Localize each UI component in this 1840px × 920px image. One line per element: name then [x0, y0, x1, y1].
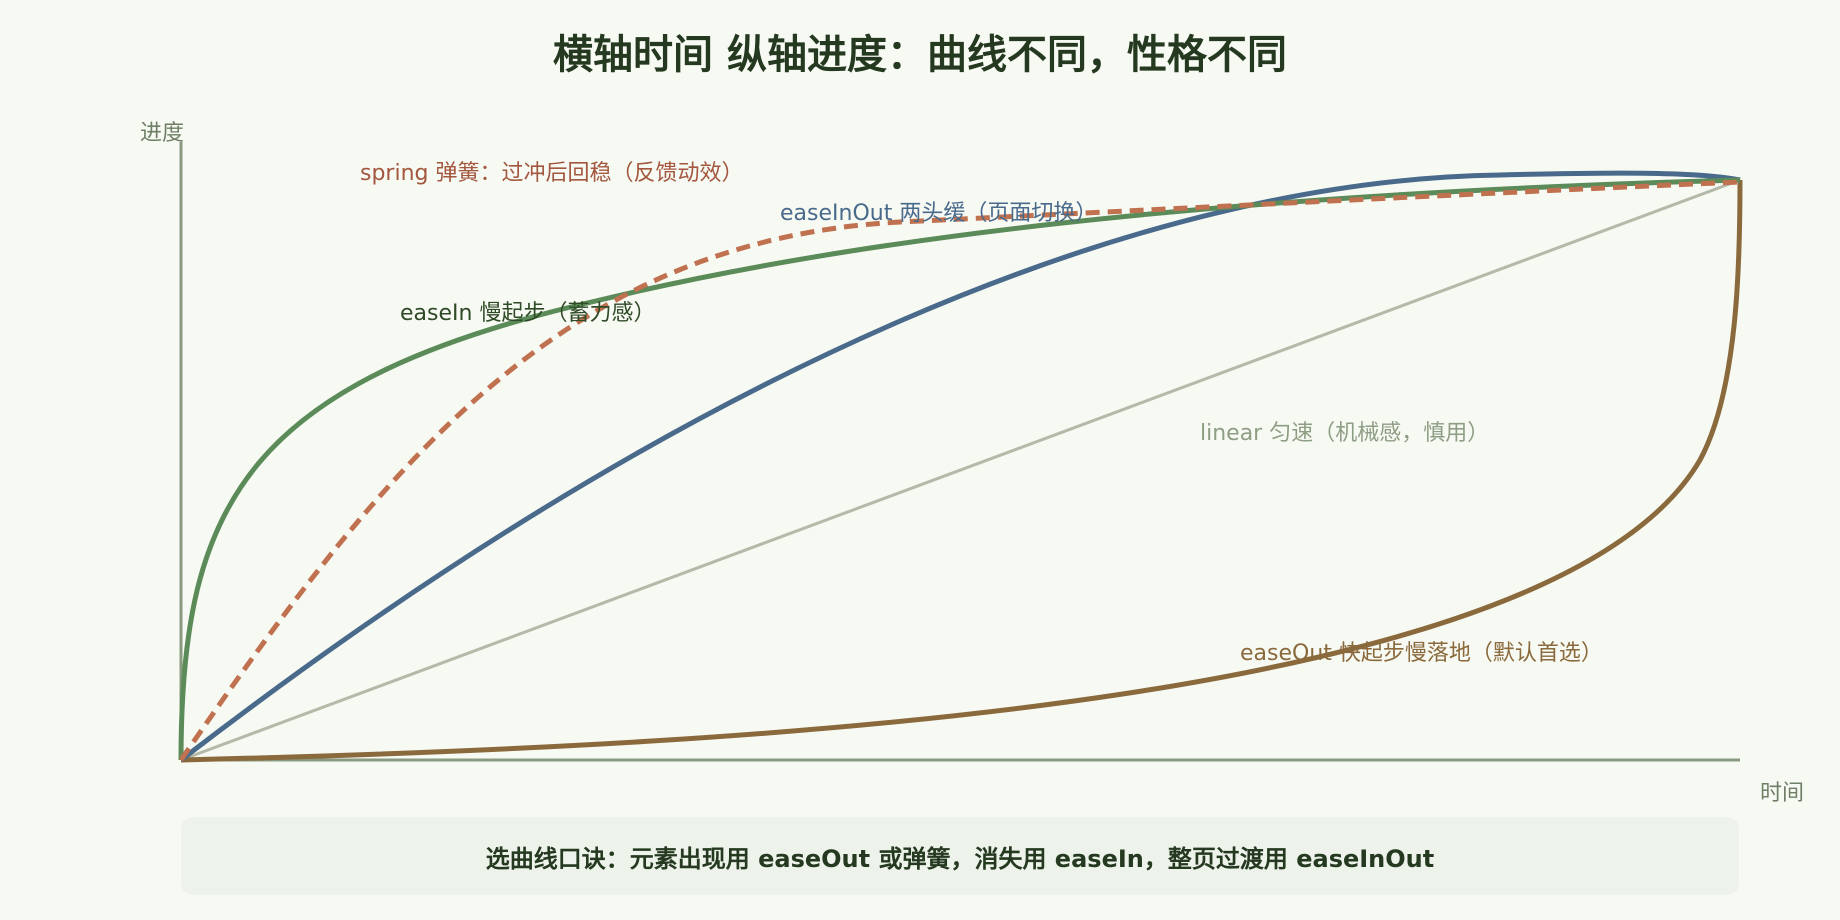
ease-in-out-curve — [179, 170, 1741, 762]
spring-curve — [178, 179, 1741, 762]
ease-out-label: easeOut 快起步慢落地（默认首选） — [1240, 641, 1603, 666]
ease-in-out-label: easeInOut 两头缓（页面切换） — [780, 201, 1097, 226]
selection-tip-text: 选曲线口诀：元素出现用 easeOut 或弹簧，消失用 easeIn，整页过渡用… — [485, 844, 1435, 873]
spring-label: spring 弹簧：过冲后回稳（反馈动效） — [360, 161, 744, 186]
y-axis-label: 进度 — [140, 121, 184, 146]
linear-label: linear 匀速（机械感，慎用） — [1200, 421, 1489, 446]
x-axis-label: 时间 — [1760, 781, 1804, 806]
linear-curve — [180, 178, 1741, 762]
diagram-title: 横轴时间 纵轴进度：曲线不同，性格不同 — [553, 32, 1287, 78]
ease-out-curve — [180, 179, 1743, 763]
selection-tip-box: 选曲线口诀：元素出现用 easeOut 或弹簧，消失用 easeIn，整页过渡用… — [181, 817, 1739, 895]
ease-in-label: easeIn 慢起步（蓄力感） — [400, 301, 655, 326]
